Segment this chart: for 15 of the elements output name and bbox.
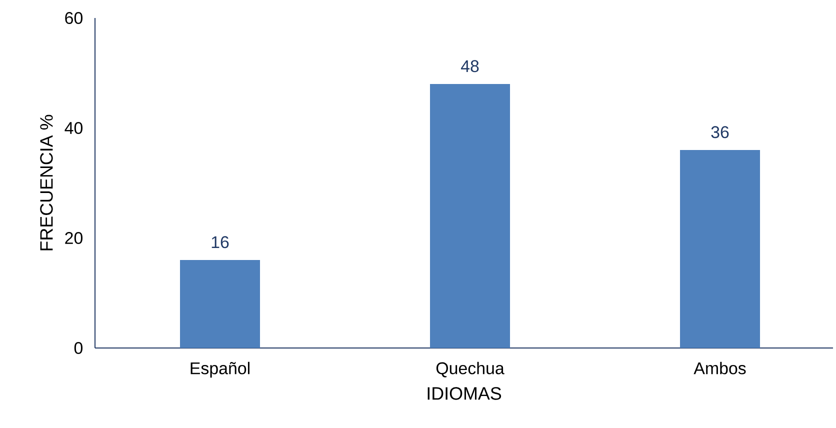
data-label: 48 (460, 60, 479, 72)
x-axis-title: IDIOMAS (428, 387, 502, 400)
x-tick-label: Quechua (436, 362, 504, 378)
y-axis-title: FRECUENCIA % (40, 114, 53, 250)
x-tick-label: Español (190, 362, 250, 378)
bar (180, 260, 260, 348)
bar (430, 84, 510, 348)
data-label: 16 (212, 236, 229, 248)
y-tick-label: 0 (74, 342, 82, 354)
y-tick-label: 60 (65, 12, 82, 24)
bar (680, 150, 760, 348)
y-tick-label: 20 (65, 232, 82, 244)
data-label: 36 (711, 126, 729, 138)
y-tick-label: 40 (64, 122, 82, 134)
x-tick-label: Ambos (694, 362, 746, 374)
